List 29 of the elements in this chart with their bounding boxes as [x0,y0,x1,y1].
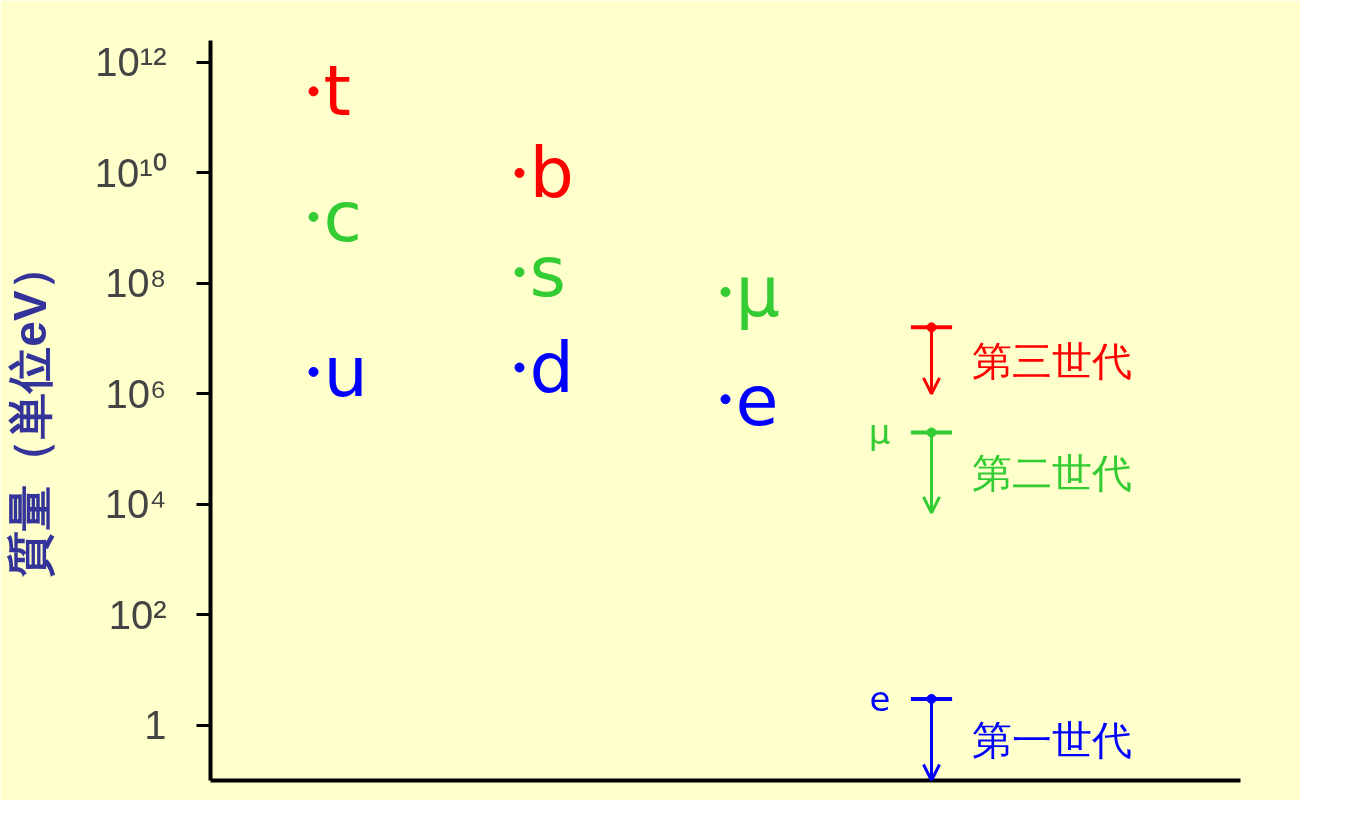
data-label: e [869,679,891,720]
data-label: t [323,50,351,133]
y-tick-label: 10¹⁰ [94,150,167,195]
data-label: e [735,359,779,442]
data-label: s [529,231,566,314]
legend-label: 第一世代 [971,717,1132,762]
y-tick-label: 10⁶ [105,371,167,416]
point [514,362,525,373]
y-tick-label: 10⁴ [104,482,167,527]
point [308,366,319,377]
point [720,286,731,297]
legend-label: 第二世代 [971,450,1132,495]
data-label: μ [868,412,891,453]
data-label: b [529,131,574,214]
y-tick-label: 1 [144,703,167,748]
point [308,211,319,222]
data-label: c [323,175,362,258]
data-label: d [529,326,574,409]
data-label: μ [735,250,781,333]
point [514,267,525,278]
legend-label: 第三世代 [971,338,1132,383]
y-tick-label: 10² [108,592,167,637]
y-tick-label: 10¹² [95,40,167,85]
data-label: u [323,330,368,413]
point [308,86,319,97]
y-axis-title: 質量（単位eV） [3,244,56,578]
y-tick-label: 10⁸ [105,261,167,306]
point [514,167,525,178]
point [720,394,731,405]
